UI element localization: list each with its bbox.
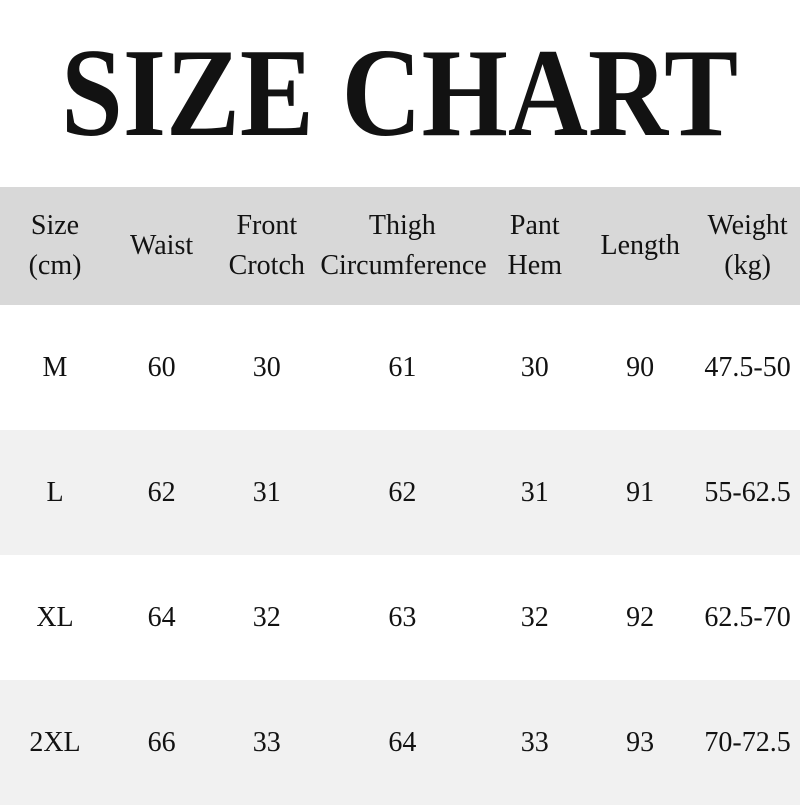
length-cell: 93 <box>626 726 655 758</box>
header-row: Size (cm) Waist Front Crotch Thigh Circu… <box>0 187 800 305</box>
size-cell: XL <box>36 601 74 633</box>
column-header-length: Length <box>600 230 680 261</box>
title-area: SIZE CHART <box>0 0 800 187</box>
weight-cell: 70-72.5 <box>704 726 791 758</box>
table-row-2xl: 2XL 66 33 64 33 93 70-72.5 <box>0 680 800 805</box>
size-cell: L <box>46 476 64 508</box>
table-row-m: M 60 30 61 30 90 47.5-50 <box>0 305 800 430</box>
weight-cell: 47.5-50 <box>704 351 791 383</box>
column-header-pant-hem: Pant Hem <box>507 210 562 281</box>
thigh-circumference-cell: 64 <box>388 726 417 758</box>
waist-cell: 60 <box>147 351 176 383</box>
length-cell: 90 <box>626 351 655 383</box>
weight-cell: 55-62.5 <box>704 476 791 508</box>
waist-cell: 66 <box>147 726 176 758</box>
page-title: SIZE CHART <box>61 23 739 163</box>
pant-hem-cell: 33 <box>520 726 549 758</box>
table-row-l: L 62 31 62 31 91 55-62.5 <box>0 430 800 555</box>
length-cell: 92 <box>626 601 655 633</box>
waist-cell: 64 <box>147 601 176 633</box>
size-chart-table: Size (cm) Waist Front Crotch Thigh Circu… <box>0 187 800 805</box>
front-crotch-cell: 32 <box>252 601 281 633</box>
column-header-waist: Waist <box>130 230 194 261</box>
weight-cell: 62.5-70 <box>704 601 791 633</box>
pant-hem-cell: 30 <box>520 351 549 383</box>
size-cell: 2XL <box>29 726 81 758</box>
column-header-weight: Weight (kg) <box>707 210 788 281</box>
column-header-thigh-circumference: Thigh Circumference <box>320 210 487 281</box>
thigh-circumference-cell: 63 <box>388 601 417 633</box>
table-row-xl: XL 64 32 63 32 92 62.5-70 <box>0 555 800 680</box>
front-crotch-cell: 31 <box>252 476 281 508</box>
length-cell: 91 <box>626 476 655 508</box>
thigh-circumference-cell: 61 <box>388 351 417 383</box>
column-header-size: Size (cm) <box>28 210 82 281</box>
pant-hem-cell: 31 <box>520 476 549 508</box>
pant-hem-cell: 32 <box>520 601 549 633</box>
size-cell: M <box>42 351 68 383</box>
waist-cell: 62 <box>147 476 176 508</box>
thigh-circumference-cell: 62 <box>388 476 417 508</box>
front-crotch-cell: 33 <box>252 726 281 758</box>
front-crotch-cell: 30 <box>252 351 281 383</box>
column-header-front-crotch: Front Crotch <box>228 210 305 281</box>
